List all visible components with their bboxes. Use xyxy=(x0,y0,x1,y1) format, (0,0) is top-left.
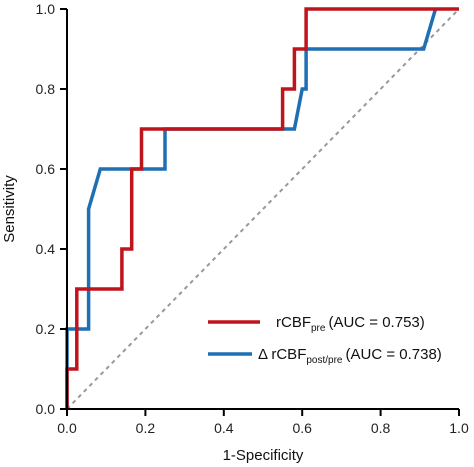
y-tick-label: 1.0 xyxy=(36,1,56,17)
series-layer xyxy=(65,7,459,409)
x-tick-label: 0.4 xyxy=(214,420,234,436)
legend-item-rcbf-pre: rCBFpre (AUC = 0.753) xyxy=(208,314,425,334)
legend: rCBFpre (AUC = 0.753) Δ rCBFpost/pre (AUC … xyxy=(208,314,442,366)
legend-label-main: Δ rCBF xyxy=(258,346,306,363)
legend-label-auc: (AUC = 0.738) xyxy=(346,346,442,363)
legend-label-auc: (AUC = 0.753) xyxy=(328,314,424,331)
x-tick-label: 0.2 xyxy=(136,420,156,436)
y-ticks: 0.0 0.2 0.4 0.6 0.8 1.0 xyxy=(36,1,67,417)
legend-label-delta-rcbf: Δ rCBFpost/pre (AUC = 0.738) xyxy=(258,346,442,366)
x-tick-label: 0.0 xyxy=(57,420,77,436)
y-tick-label: 0.6 xyxy=(36,161,56,177)
y-tick-label: 0.2 xyxy=(36,321,56,337)
legend-label-sub: pre xyxy=(311,323,326,334)
y-tick-label: 0.4 xyxy=(36,241,56,257)
x-tick-label: 0.6 xyxy=(292,420,312,436)
legend-label-main: rCBF xyxy=(276,314,311,331)
x-tick-label: 1.0 xyxy=(449,420,469,436)
x-ticks: 0.0 0.2 0.4 0.6 0.8 1.0 xyxy=(57,409,469,436)
x-tick-label: 0.8 xyxy=(371,420,391,436)
y-tick-label: 0.8 xyxy=(36,81,56,97)
axes-layer xyxy=(66,9,459,410)
reference-line-layer xyxy=(66,8,460,410)
series-line-rcbf-pre xyxy=(65,7,459,409)
legend-item-delta-rcbf: Δ rCBFpost/pre (AUC = 0.738) xyxy=(208,346,442,366)
y-axis-title: Sensitivity xyxy=(1,175,18,243)
legend-label-rcbf-pre: rCBFpre (AUC = 0.753) xyxy=(276,314,425,334)
x-axis-title: 1-Specificity xyxy=(223,447,304,464)
legend-label-sub: post/pre xyxy=(306,355,343,366)
y-tick-label: 0.0 xyxy=(36,401,56,417)
reference-diagonal-line xyxy=(66,8,460,410)
